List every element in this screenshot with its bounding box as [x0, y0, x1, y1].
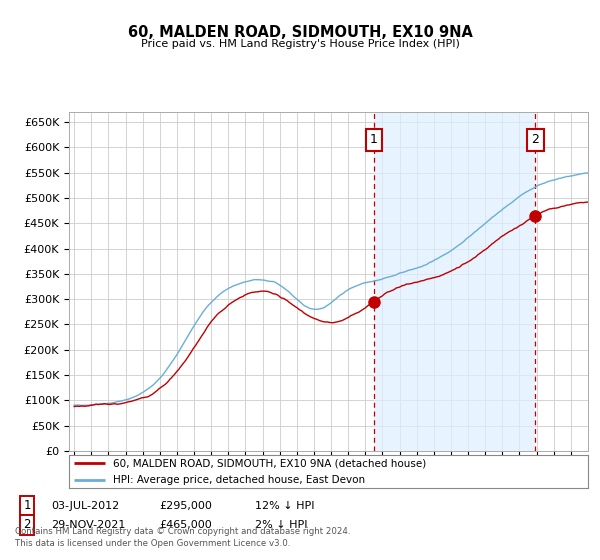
- Text: 1: 1: [370, 133, 378, 146]
- Text: 03-JUL-2012: 03-JUL-2012: [51, 501, 119, 511]
- Text: 2% ↓ HPI: 2% ↓ HPI: [255, 520, 308, 530]
- Text: HPI: Average price, detached house, East Devon: HPI: Average price, detached house, East…: [113, 475, 365, 485]
- Text: £295,000: £295,000: [159, 501, 212, 511]
- Text: 1: 1: [23, 499, 31, 512]
- Text: 60, MALDEN ROAD, SIDMOUTH, EX10 9NA: 60, MALDEN ROAD, SIDMOUTH, EX10 9NA: [128, 25, 472, 40]
- Text: 12% ↓ HPI: 12% ↓ HPI: [255, 501, 314, 511]
- Bar: [374, 112, 535, 451]
- Text: Price paid vs. HM Land Registry's House Price Index (HPI): Price paid vs. HM Land Registry's House …: [140, 39, 460, 49]
- Text: 2: 2: [23, 518, 31, 531]
- Text: £465,000: £465,000: [159, 520, 212, 530]
- Text: 60, MALDEN ROAD, SIDMOUTH, EX10 9NA (detached house): 60, MALDEN ROAD, SIDMOUTH, EX10 9NA (det…: [113, 458, 427, 468]
- Text: Contains HM Land Registry data © Crown copyright and database right 2024.
This d: Contains HM Land Registry data © Crown c…: [15, 528, 350, 548]
- Text: 2: 2: [532, 133, 539, 146]
- Text: 29-NOV-2021: 29-NOV-2021: [51, 520, 125, 530]
